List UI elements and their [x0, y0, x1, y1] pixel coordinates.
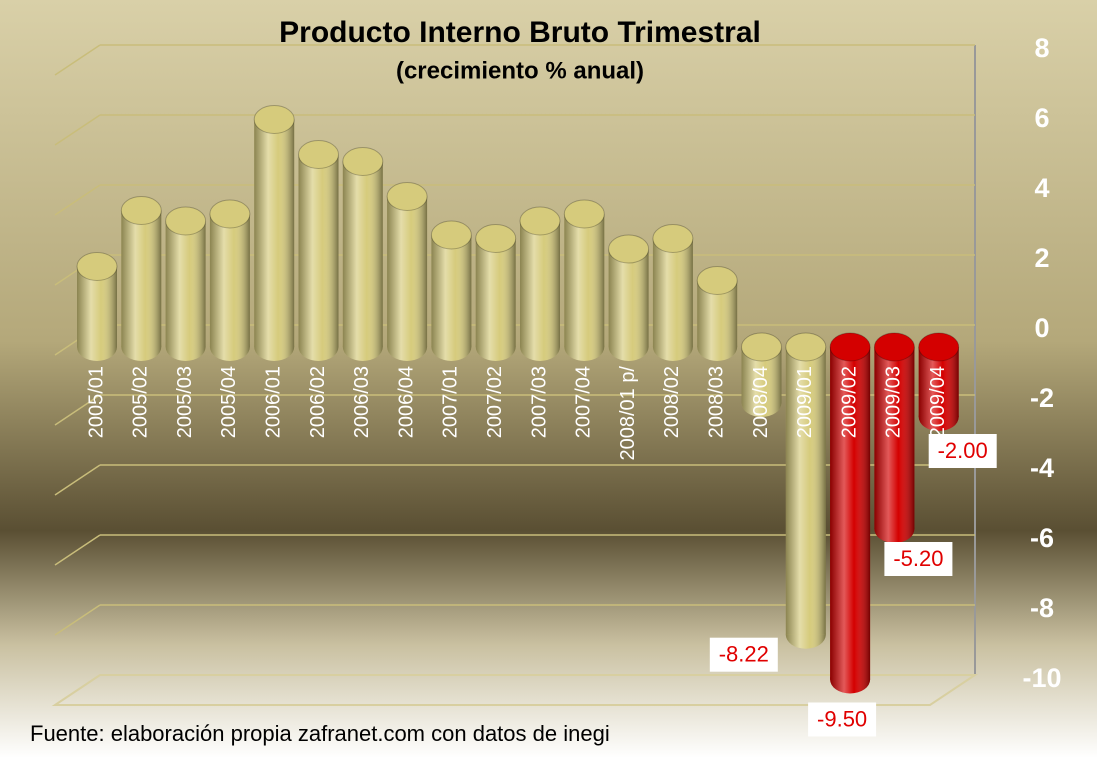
bar-shade: [254, 119, 295, 347]
bar-shade: [564, 214, 605, 347]
x-tick-label: 2007/02: [484, 366, 506, 438]
x-tick-label: 2009/04: [927, 366, 949, 438]
bar-cap-top: [430, 220, 472, 250]
bar-cap-top: [652, 224, 694, 253]
floor: [51, 674, 979, 706]
bar-cap-top: [696, 266, 738, 295]
bar-shade: [342, 161, 383, 347]
grid-line-depth: [54, 114, 101, 146]
grid-line-depth: [54, 534, 101, 566]
x-tick-label: 2009/03: [883, 366, 905, 438]
bar-shade: [165, 221, 206, 347]
x-tick-label: 2008/01 p/: [617, 366, 639, 461]
y-tick-label: 8: [1034, 33, 1049, 63]
x-tick-label: 2008/02: [661, 366, 683, 438]
source-note: Fuente: elaboración propia zafranet.com …: [30, 721, 610, 746]
value-label-box: [928, 434, 997, 468]
bar-cap-top: [298, 140, 339, 169]
bar-shade: [387, 196, 428, 347]
bar-cap-top: [209, 199, 251, 229]
bar-shade: [431, 235, 472, 347]
value-label: -8.22: [719, 642, 769, 667]
x-tick-label: 2009/02: [838, 366, 860, 438]
bar-cap-top: [253, 105, 295, 134]
bar-cap-top: [829, 332, 871, 362]
bar-shade: [652, 238, 693, 347]
x-tick-label: 2007/04: [573, 366, 595, 438]
bar-cap-top: [873, 332, 915, 362]
x-tick-label: 2006/01: [262, 366, 284, 438]
x-tick-label: 2005/04: [218, 366, 240, 438]
bar-shade: [121, 210, 162, 347]
bar-shade: [209, 214, 250, 347]
x-tick-label: 2005/02: [130, 366, 152, 438]
labels: 2005/01 2005/02 2005/03 2005/04 2006/01 2006/…: [85, 366, 997, 737]
bar-shade: [475, 238, 516, 347]
chart-subtitle: (crecimiento % anual): [396, 57, 644, 84]
y-tick-label: 4: [1034, 173, 1049, 203]
x-tick-label: 2007/01: [440, 366, 462, 438]
bar-shade: [874, 347, 915, 529]
x-tick-label: 2009/01: [794, 366, 816, 438]
x-tick-label: 2006/04: [395, 366, 417, 438]
bar-cap-top: [165, 206, 207, 236]
bar-cap-top: [741, 332, 782, 362]
bar-cap-top: [76, 252, 118, 281]
bar-shade: [830, 347, 871, 680]
y-tick-label: 0: [1034, 313, 1049, 343]
bar-cap-top: [563, 199, 605, 229]
bar-cap-top: [608, 234, 650, 264]
grid: 8 6 4 2 0 -2 -4 -6 -8 -10: [51, 33, 1062, 706]
chart-title: Producto Interno Bruto Trimestral: [279, 16, 761, 49]
value-label: -2.00: [938, 438, 988, 463]
bar-cap-top: [785, 332, 827, 362]
bars: [76, 105, 960, 694]
y-tick-label: -4: [1030, 453, 1054, 483]
x-tick-label: 2005/01: [85, 366, 107, 438]
x-tick-label: 2008/04: [750, 366, 772, 438]
bar-shade: [520, 221, 560, 347]
y-tick-label: -6: [1030, 523, 1054, 553]
y-tick-label: -10: [1022, 663, 1061, 693]
x-tick-label: 2005/03: [174, 366, 196, 438]
value-label-box: [709, 637, 778, 672]
bar-cap-top: [519, 206, 561, 236]
y-tick-label: 6: [1034, 103, 1049, 133]
bar-shade: [608, 249, 649, 347]
bar-cap-top: [386, 182, 428, 211]
value-label: -5.20: [893, 546, 943, 571]
bar-shade: [298, 154, 339, 347]
grid-line-depth: [54, 464, 101, 496]
x-tick-label: 2008/03: [705, 366, 727, 438]
y-tick-label: -2: [1030, 383, 1054, 413]
bar-shade: [785, 347, 826, 635]
x-tick-label: 2006/03: [351, 366, 373, 438]
value-label-box: [808, 702, 877, 737]
grid-line-depth: [54, 184, 101, 216]
value-label-box: [884, 542, 953, 576]
x-tick-label: 2006/02: [307, 366, 329, 438]
y-tick-label: 2: [1034, 243, 1049, 273]
bar-cap-top: [475, 224, 517, 253]
bar-cap-top: [120, 196, 162, 225]
bar-cap-top: [918, 332, 960, 362]
grid-line-depth: [54, 44, 101, 76]
y-tick-label: -8: [1030, 593, 1054, 623]
bar-cap-top: [342, 147, 384, 176]
value-label: -9.50: [817, 706, 867, 731]
x-tick-label: 2007/03: [528, 366, 550, 438]
grid-line-depth: [54, 604, 101, 636]
grid-line-depth: [54, 394, 101, 426]
